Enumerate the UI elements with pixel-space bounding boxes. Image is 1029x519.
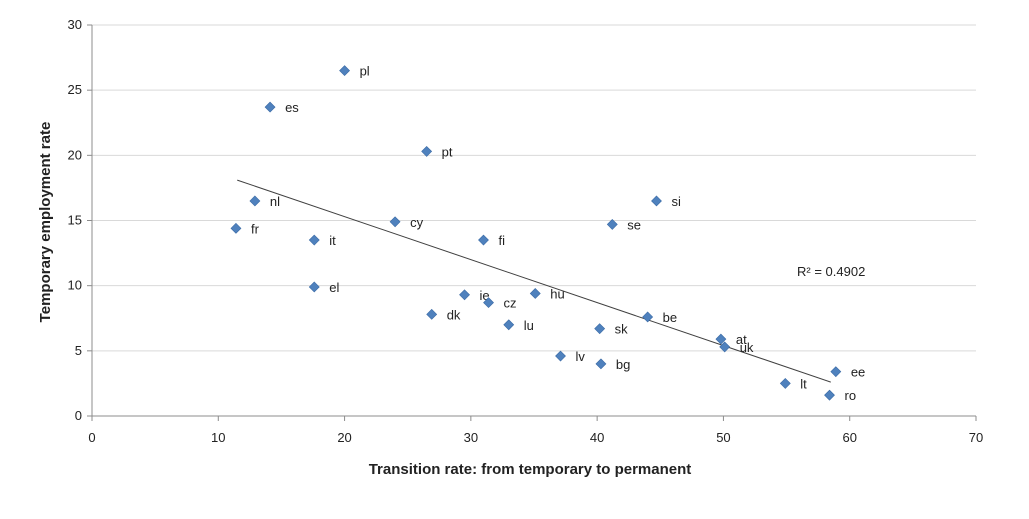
y-tick-label: 0 [75,408,82,423]
point-label-it: it [329,233,336,248]
data-point-sk [594,323,606,335]
data-point-hu [529,288,541,299]
trendline [237,179,831,383]
data-point-cz [483,297,494,309]
y-tick-label: 5 [75,343,82,358]
data-point-lu [503,319,515,331]
data-point-pl [339,65,350,77]
y-tick-label: 25 [68,82,82,97]
point-label-ie: ie [480,288,490,303]
point-label-lv: lv [576,349,586,364]
point-label-nl: nl [270,194,280,209]
x-tick-label: 10 [211,430,225,445]
axes: 0 5 10 15 20 25 30 0 10 20 30 40 50 60 70 [68,17,984,445]
data-point-it [308,234,320,246]
x-tick-label: 50 [716,430,730,445]
point-label-cz: cz [504,296,517,311]
point-label-lu: lu [524,318,534,333]
x-tick-label: 20 [337,430,351,445]
x-axis-title: Transition rate: from temporary to perma… [369,461,692,478]
point-label-at: at [736,332,747,347]
data-point-es [264,101,276,113]
point-label-uk: uk [740,340,754,355]
point-label-be: be [663,310,677,325]
x-tick-label: 60 [842,430,856,445]
data-point-ro [824,389,835,401]
data-point-ee [830,366,842,378]
data-point-uk [719,341,731,353]
data-point-si [651,195,662,207]
data-point-se [606,218,618,230]
data-point-pt [421,145,433,157]
point-label-ro: ro [845,388,857,403]
x-tick-label: 40 [590,430,604,445]
data-point-bg [595,358,607,370]
point-label-se: se [627,217,641,232]
data-point-at [715,333,727,345]
y-tick-label: 15 [68,213,82,228]
point-label-ee: ee [851,365,865,380]
point-label-fi: fi [498,233,505,248]
x-tick-label: 70 [969,430,983,445]
data-point-ie [459,289,470,301]
point-label-dk: dk [447,307,461,322]
point-label-pl: pl [360,64,370,79]
data-point-be [642,311,654,323]
data-point-fi [478,234,489,246]
data-point-cy [389,216,401,228]
data-point-lv [555,350,566,362]
y-tick-label: 20 [68,147,82,162]
y-tick-label: 10 [68,278,82,293]
r-squared-label: R² = 0.4902 [797,264,865,279]
data-point-el [308,281,320,293]
point-label-lt: lt [800,376,807,391]
data-point-nl [249,195,261,207]
point-label-es: es [285,100,299,115]
data-point-fr [230,222,242,234]
point-label-el: el [329,280,339,295]
point-label-fr: fr [251,221,260,236]
y-axis-title: Temporary employment rate [37,122,54,323]
point-label-si: si [671,194,681,209]
point-label-sk: sk [615,322,629,337]
gridlines [92,24,976,352]
data-point-dk [426,308,438,320]
y-tick-label: 30 [68,17,82,32]
trendline-group [237,179,831,383]
x-tick-label: 0 [88,430,95,445]
data-point-lt [779,377,791,389]
point-label-pt: pt [442,144,453,159]
point-label-hu: hu [550,286,564,301]
point-label-bg: bg [616,357,630,372]
point-label-cy: cy [410,215,424,230]
x-tick-label: 30 [464,430,478,445]
